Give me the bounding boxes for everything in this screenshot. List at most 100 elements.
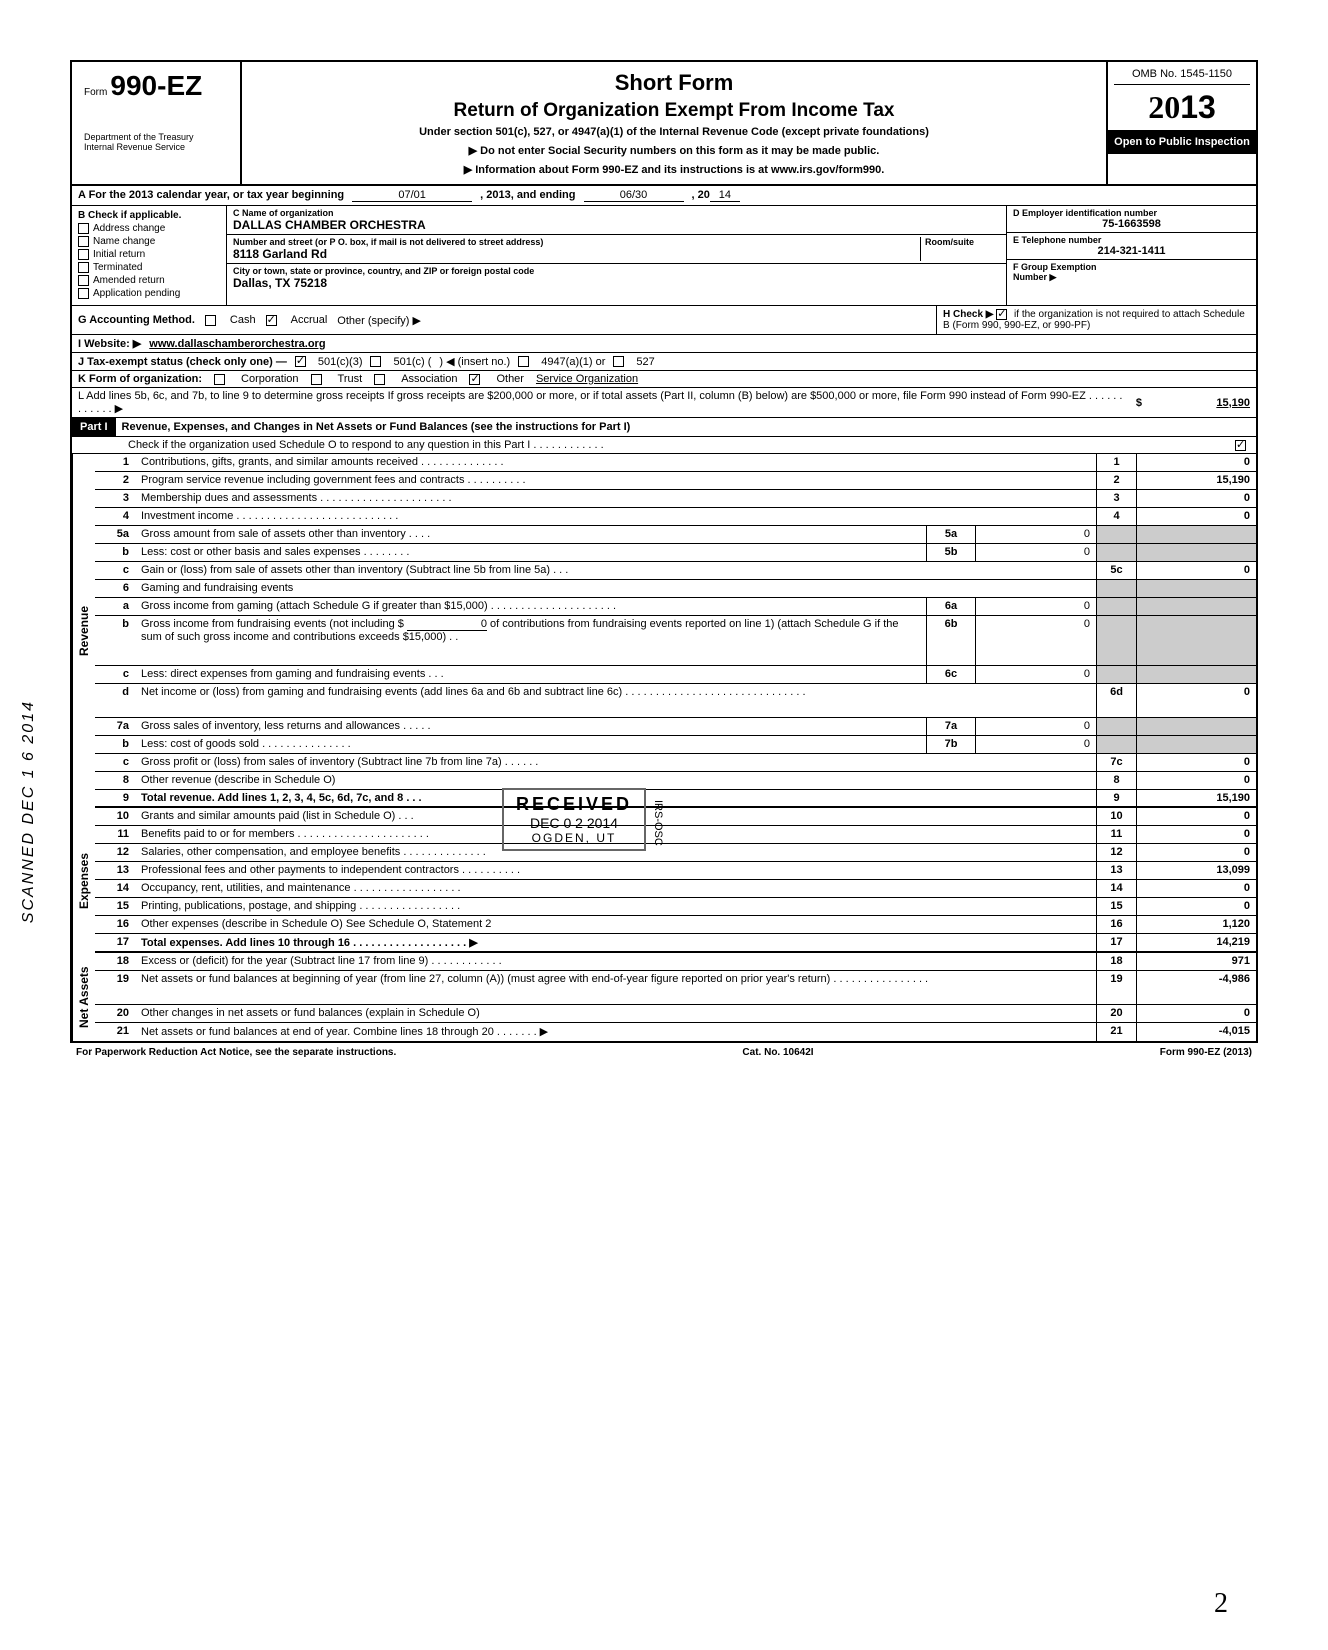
line-num: 15 (95, 898, 135, 915)
line-1: 1Contributions, gifts, grants, and simil… (95, 454, 1256, 472)
line-text: Total expenses. Add lines 10 through 16 … (135, 934, 1096, 951)
check-label: Amended return (93, 275, 165, 286)
line-val: 13,099 (1136, 862, 1256, 879)
instruction-2: ▶ Information about Form 990-EZ and its … (250, 163, 1098, 176)
line-k: K Form of organization: Corporation Trus… (72, 371, 1256, 388)
checkbox-schedule-o[interactable] (1235, 440, 1246, 451)
check-label: Name change (93, 236, 155, 247)
sub-val: 0 (976, 598, 1096, 615)
check-b-label: B Check if applicable. (78, 210, 220, 221)
line-l: L Add lines 5b, 6c, and 7b, to line 9 to… (72, 388, 1256, 418)
check-amended[interactable]: Amended return (78, 275, 220, 286)
checkbox-assoc[interactable] (374, 374, 385, 385)
line-val: 0 (1136, 562, 1256, 579)
line-box: 12 (1096, 844, 1136, 861)
line-val: 0 (1136, 754, 1256, 771)
sub-box: 7b (926, 736, 976, 753)
shaded-box (1096, 666, 1136, 683)
phone-value: 214-321-1411 (1013, 245, 1250, 257)
line-j: J Tax-exempt status (check only one) — 5… (72, 353, 1256, 371)
netassets-side-label: Net Assets (72, 953, 95, 1041)
check-b-column: B Check if applicable. Address change Na… (72, 206, 227, 305)
form-number-box: Form 990-EZ Department of the Treasury I… (72, 62, 242, 184)
shaded-box (1096, 526, 1136, 543)
checkbox-h[interactable] (996, 309, 1007, 320)
opt-501c-insert: ) ◀ (insert no.) (439, 355, 510, 368)
checkbox-icon (78, 249, 89, 260)
line-val: 0 (1136, 490, 1256, 507)
org-city-row: City or town, state or province, country… (227, 264, 1006, 292)
line-box: 17 (1096, 934, 1136, 951)
line-val: 0 (1136, 772, 1256, 789)
shaded-val (1136, 598, 1256, 615)
line-box: 9 (1096, 790, 1136, 806)
check-name-change[interactable]: Name change (78, 236, 220, 247)
line-18: 18Excess or (deficit) for the year (Subt… (95, 953, 1256, 971)
line-13: 13Professional fees and other payments t… (95, 862, 1256, 880)
check-terminated[interactable]: Terminated (78, 262, 220, 273)
line-box: 21 (1096, 1023, 1136, 1041)
line-3: 3Membership dues and assessments . . . .… (95, 490, 1256, 508)
checkbox-501c[interactable] (370, 356, 381, 367)
line-6: 6Gaming and fundraising events (95, 580, 1256, 598)
checkbox-corp[interactable] (214, 374, 225, 385)
line-7b: bLess: cost of goods sold . . . . . . . … (95, 736, 1256, 754)
cash-label: Cash (230, 314, 256, 326)
sub-box: 7a (926, 718, 976, 735)
line-11: 11Benefits paid to or for members . . . … (95, 826, 1256, 844)
shaded-val (1136, 580, 1256, 597)
line-2: 2Program service revenue including gover… (95, 472, 1256, 490)
shaded-val (1136, 544, 1256, 561)
line-num: 17 (95, 934, 135, 951)
tax-year-start: 07/01 (352, 189, 472, 202)
expense-rows: 10Grants and similar amounts paid (list … (95, 808, 1256, 953)
line-box: 16 (1096, 916, 1136, 933)
check-pending[interactable]: Application pending (78, 288, 220, 299)
checkbox-icon (78, 262, 89, 273)
line-box: 10 (1096, 808, 1136, 825)
subtitle: Under section 501(c), 527, or 4947(a)(1)… (250, 126, 1098, 138)
line-14: 14Occupancy, rent, utilities, and mainte… (95, 880, 1256, 898)
check-initial-return[interactable]: Initial return (78, 249, 220, 260)
line-5a: 5aGross amount from sale of assets other… (95, 526, 1256, 544)
ein-value: 75-1663598 (1013, 218, 1250, 230)
line-text: Occupancy, rent, utilities, and maintena… (135, 880, 1096, 897)
line-g-h: G Accounting Method. Cash Accrual Other … (72, 306, 1256, 335)
sub-val: 0 (976, 616, 1096, 665)
checkbox-501c3[interactable] (295, 356, 306, 367)
checkbox-trust[interactable] (311, 374, 322, 385)
line-text: Professional fees and other payments to … (135, 862, 1096, 879)
line-box: 4 (1096, 508, 1136, 525)
line-text: Other revenue (describe in Schedule O) (135, 772, 1096, 789)
part-1-label: Part I (72, 418, 116, 436)
line-6b: bGross income from fundraising events (n… (95, 616, 1256, 666)
dept-label: Department of the Treasury (84, 132, 228, 142)
checkbox-other[interactable] (469, 374, 480, 385)
check-address-change[interactable]: Address change (78, 223, 220, 234)
org-addr-row: Number and street (or P O. box, if mail … (227, 235, 1006, 264)
checkbox-4947[interactable] (518, 356, 529, 367)
opt-527: 527 (636, 356, 654, 368)
opt-assoc: Association (401, 373, 457, 385)
short-form-title: Short Form (250, 70, 1098, 96)
line-text: Gaming and fundraising events (135, 580, 1096, 597)
form-990ez: Form 990-EZ Department of the Treasury I… (70, 60, 1258, 1043)
check-label: Terminated (93, 262, 142, 273)
shaded-val (1136, 666, 1256, 683)
line-num: 7a (95, 718, 135, 735)
checkbox-accrual[interactable] (266, 315, 277, 326)
phone-cell: E Telephone number 214-321-1411 (1007, 233, 1256, 260)
sub-val: 0 (976, 666, 1096, 683)
line-l-text: L Add lines 5b, 6c, and 7b, to line 9 to… (78, 390, 1128, 415)
form-number: 990-EZ (110, 70, 202, 101)
line-15: 15Printing, publications, postage, and s… (95, 898, 1256, 916)
line-7c: cGross profit or (loss) from sales of in… (95, 754, 1256, 772)
received-stamp: RECEIVED DEC 0 2 2014 OGDEN, UT IRS-OSC (502, 788, 646, 851)
instruction-1: ▶ Do not enter Social Security numbers o… (250, 144, 1098, 157)
form-header: Form 990-EZ Department of the Treasury I… (72, 62, 1256, 186)
tax-year: 2013 (1114, 89, 1250, 126)
checkbox-527[interactable] (613, 356, 624, 367)
line-num: 16 (95, 916, 135, 933)
checkbox-cash[interactable] (205, 315, 216, 326)
line-h-label: H Check ▶ (943, 309, 993, 320)
